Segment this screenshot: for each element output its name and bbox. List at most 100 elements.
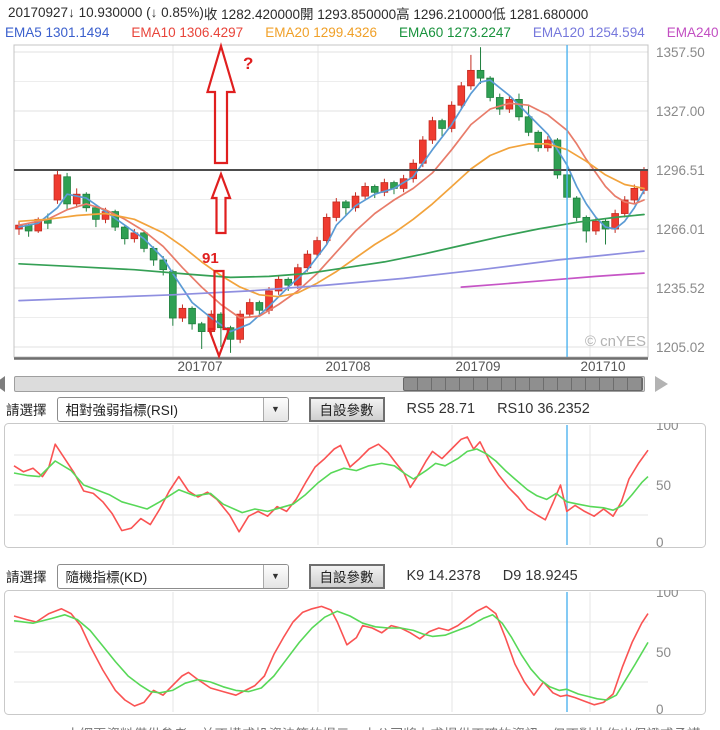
disclaimer-text: 本網頁資料僅供參考，並不構成投資決策的提示；本公司將力求提供正確的資訊，但不對此… — [0, 723, 720, 730]
scrollbar-track[interactable] — [14, 376, 645, 392]
rs5-value: RS5 28.71 — [406, 401, 476, 417]
kd-indicator-dropdown[interactable]: 隨機指標(KD) ▼ — [56, 563, 289, 589]
d9-value: D9 18.9245 — [502, 568, 578, 584]
ema-legend-item: EMA10 1306.4297 — [131, 24, 244, 40]
scroll-left-arrow-icon[interactable] — [0, 376, 5, 392]
candle-body — [476, 69, 485, 79]
ema-legend-item: EMA240 1243.043 — [666, 24, 720, 40]
rsi-indicator-dropdown[interactable]: 相對強弱指標(RSI) ▼ — [56, 396, 289, 422]
x-axis-label: 201709 — [455, 359, 500, 374]
candle-body — [447, 104, 456, 129]
candlestick-chart[interactable]: ? 91 1357.50 1327.00 1296.51 1266.01 1235.52 12… — [0, 42, 720, 374]
candle-body — [495, 97, 504, 110]
kd-selector-row: 請選擇 隨機指標(KD) ▼ 自設參數 K9 14.2378 D9 18.924… — [0, 563, 720, 589]
annotation-text: 91 — [202, 250, 219, 267]
candle-body — [140, 232, 148, 249]
chart-scrollbar[interactable] — [0, 374, 720, 394]
y-axis-label: 50 — [656, 645, 671, 660]
d9-line — [13, 610, 649, 701]
candle-body — [582, 217, 591, 232]
rsi-chart[interactable]: 100 50 0 — [0, 423, 720, 549]
candle-body — [120, 226, 129, 240]
k9-line — [13, 605, 649, 707]
chevron-down-icon[interactable]: ▼ — [262, 397, 288, 421]
quote-change: ↓ 10.930000 (↓ 0.85%) — [68, 5, 204, 20]
ema5-line — [18, 79, 645, 333]
candle-body — [457, 85, 466, 106]
ema-legend-item: EMA5 1301.1494 — [5, 24, 110, 40]
y-axis-label: 1327.00 — [656, 104, 705, 119]
candle-body — [322, 217, 331, 242]
annotation-arrow-up — [210, 170, 232, 235]
candle-body — [255, 302, 264, 311]
candle-body — [332, 201, 341, 218]
y-axis-label: 0 — [656, 535, 664, 549]
annotation-arrow-down — [207, 269, 231, 360]
candle-body — [188, 307, 196, 325]
ema-legend-item: EMA20 1299.4326 — [265, 24, 378, 40]
quote-date: 20170927 — [8, 5, 69, 20]
rs10-value: RS10 36.2352 — [497, 401, 590, 417]
candle-body — [361, 186, 369, 197]
x-axis-label: 201707 — [177, 359, 222, 374]
quote-header: 20170927 ↓ 10.930000 (↓ 0.85%) 收 1282.42… — [0, 0, 720, 22]
y-axis-label: 100 — [656, 423, 679, 433]
candle-body — [534, 131, 543, 149]
candle-body — [245, 302, 254, 315]
candle-body — [197, 323, 206, 332]
candle-body — [53, 174, 62, 201]
candle-body — [284, 278, 293, 286]
y-axis-label: 1296.51 — [656, 163, 705, 178]
rs10-line — [13, 448, 649, 514]
kd-values: K9 14.2378 D9 18.9245 — [407, 568, 596, 584]
quote-open: 開 1293.850000 — [300, 6, 397, 22]
chevron-down-icon[interactable]: ▼ — [262, 564, 288, 588]
ema60-line — [18, 213, 645, 279]
rsi-selector-row: 請選擇 相對強弱指標(RSI) ▼ 自設參數 RS5 28.71 RS10 36… — [0, 396, 720, 422]
ema-legend: EMA5 1301.1494 EMA10 1306.4297 EMA20 1299.… — [0, 22, 720, 42]
candle-body — [428, 120, 437, 141]
candle-body — [342, 201, 350, 209]
ema120-line — [18, 250, 645, 302]
candle-body — [524, 116, 533, 133]
watermark: © cnYES — [585, 333, 646, 350]
rsi-dropdown-value: 相對強弱指標(RSI) — [65, 403, 179, 418]
rsi-custom-params-button[interactable]: 自設參數 — [308, 396, 385, 422]
candle-body — [620, 199, 629, 214]
candle-body — [572, 197, 581, 218]
rs5-line — [13, 436, 649, 533]
annotation-arrow-up — [206, 42, 236, 165]
candle-body — [630, 187, 639, 201]
kd-custom-params-button[interactable]: 自設參數 — [308, 563, 385, 589]
y-axis-label: 0 — [656, 702, 664, 716]
candle-body — [82, 193, 91, 209]
candle-body — [313, 240, 321, 255]
candle-body — [486, 77, 494, 98]
rsi-values: RS5 28.71 RS10 36.2352 — [407, 401, 608, 417]
x-axis-label: 201708 — [325, 359, 370, 374]
y-axis-label: 1357.50 — [656, 45, 705, 60]
scroll-right-arrow-icon[interactable] — [655, 376, 668, 392]
y-axis-label: 1266.01 — [656, 222, 705, 237]
y-axis-label: 100 — [656, 590, 679, 600]
quote-close: 收 1282.420000 — [203, 6, 301, 22]
ema-legend-item: EMA120 1254.594 — [532, 24, 645, 40]
kd-chart[interactable]: 100 50 0 — [0, 590, 720, 716]
ema240-line — [460, 272, 645, 288]
ema-legend-item: EMA60 1273.2247 — [399, 24, 511, 40]
k9-value: K9 14.2378 — [406, 568, 481, 584]
annotation-text: ? — [243, 54, 253, 73]
candle-body — [601, 220, 610, 230]
candle-body — [553, 139, 562, 176]
candle-body — [63, 176, 71, 205]
candle-body — [438, 120, 446, 129]
candle-body — [592, 220, 600, 232]
quote-low: 低 1281.680000 — [492, 6, 589, 22]
candle-body — [178, 307, 187, 319]
quote-high: 高 1296.210000 — [396, 6, 493, 22]
scrollbar-thumb[interactable] — [403, 377, 643, 391]
candle-body — [370, 186, 379, 193]
kd-select-label: 請選擇 — [6, 570, 47, 585]
candle-body — [72, 193, 81, 205]
ema20-line — [18, 143, 645, 298]
